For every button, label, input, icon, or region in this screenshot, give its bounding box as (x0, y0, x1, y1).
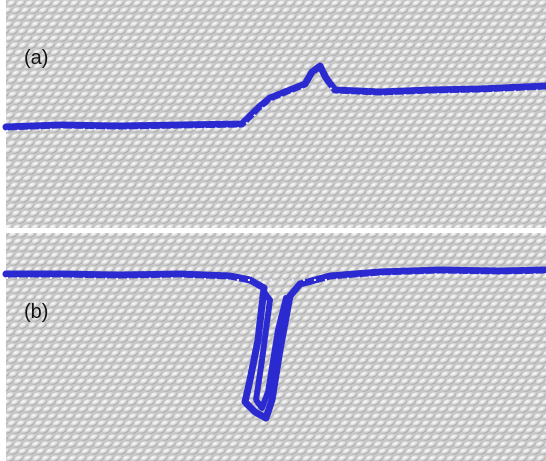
substrate (6, 0, 546, 228)
panel-label: (a) (24, 47, 48, 69)
figure: (a) (b) (0, 0, 546, 461)
panel-b: (b) (6, 233, 546, 461)
panel-a: (a) (6, 0, 546, 228)
panel-label: (b) (24, 301, 48, 323)
